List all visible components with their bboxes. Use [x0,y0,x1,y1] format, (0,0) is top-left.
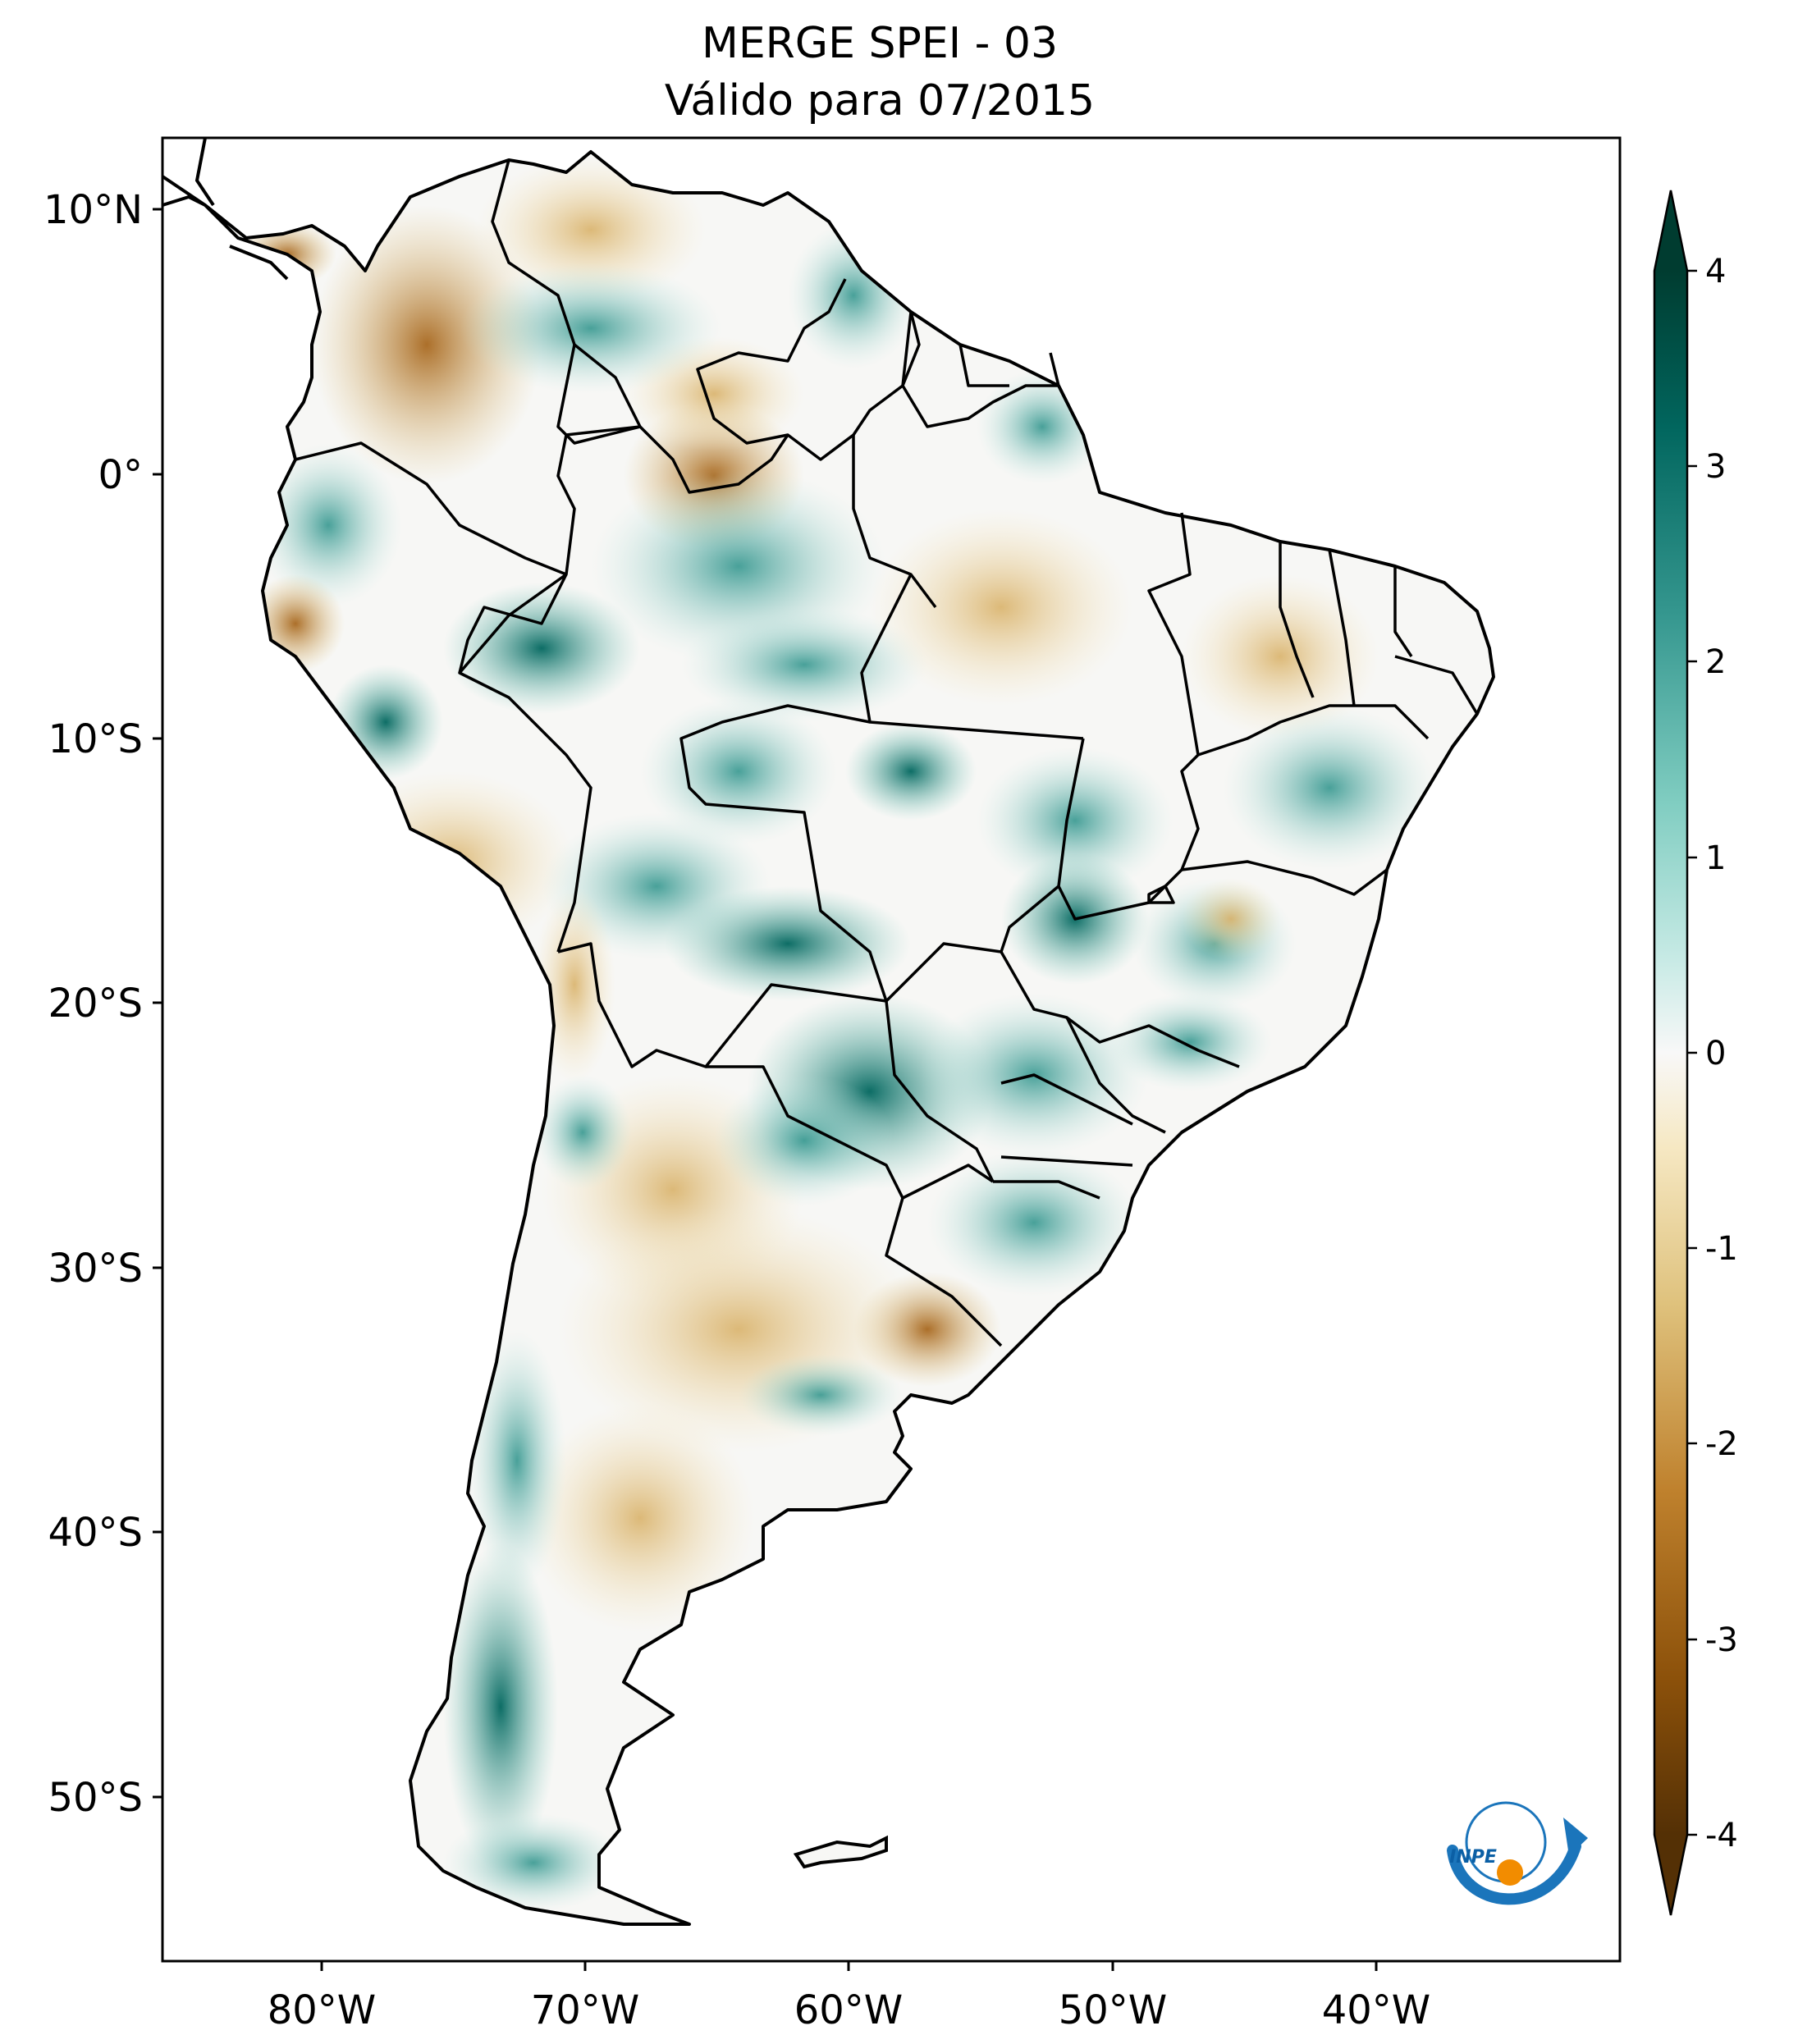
latitude-axis: 10°N 0° 10°S 20°S 30°S 40°S 50°S [43,187,162,1821]
falkland-islands-outline [793,1835,888,1869]
map-title-line1: MERGE SPEI - 03 [702,19,1058,68]
lat-tick-0: 0° [98,452,143,498]
lat-tick-10n: 10°N [43,187,143,233]
colorbar-tick-neg4: -4 [1705,1817,1738,1854]
longitude-axis: 80°W 70°W 60°W 50°W 40°W [268,1961,1431,2033]
lat-tick-20s: 20°S [48,981,143,1027]
colorbar-tick-neg2: -2 [1705,1425,1738,1463]
lat-tick-30s: 30°S [48,1246,143,1292]
colorbar-tick-4: 4 [1705,253,1726,290]
coastline [204,150,1495,1926]
colorbar-tick-neg3: -3 [1705,1621,1738,1659]
lon-tick-60w: 60°W [794,1987,904,2033]
logo-text: INPE [1449,1847,1497,1868]
colorbar-tick-neg1: -1 [1705,1230,1738,1268]
map-title-line2: Válido para 07/2015 [665,76,1095,126]
lat-tick-40s: 40°S [48,1510,143,1556]
lon-tick-50w: 50°W [1059,1987,1168,2033]
colorbar: 4 3 2 1 0 -1 -2 -3 -4 [1653,190,1738,1916]
map-panel [161,136,1622,1963]
colorbar-extend-min-icon [1654,1835,1687,1915]
lat-tick-50s: 50°S [48,1775,143,1821]
logo-orange-dot-icon [1497,1859,1523,1886]
lon-tick-70w: 70°W [531,1987,640,2033]
country-borders [295,159,1479,1347]
central-america-outline [161,137,289,281]
colorbar-tick-2: 2 [1705,643,1726,681]
map-frame [161,136,1622,1963]
lat-tick-10s: 10°S [48,716,143,762]
colorbar-tick-1: 1 [1705,839,1726,877]
colorbar-extend-max-icon [1654,190,1687,271]
lon-tick-40w: 40°W [1322,1987,1431,2033]
inpe-logo: INPE [1447,1801,1588,1905]
colorbar-tick-0: 0 [1705,1035,1726,1072]
colorbar-gradient [1654,271,1687,1835]
colorbar-tick-3: 3 [1705,448,1726,486]
lon-tick-80w: 80°W [268,1987,377,2033]
